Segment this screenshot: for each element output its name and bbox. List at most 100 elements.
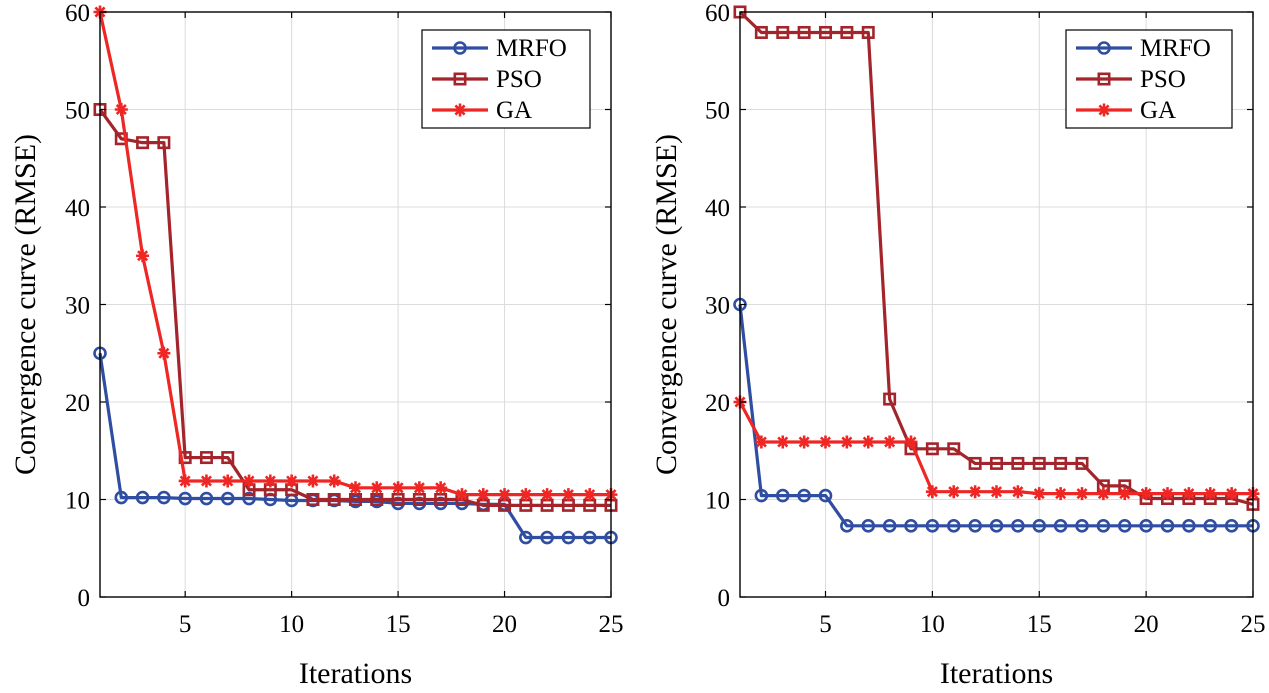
panel-2-ytick-label-60: 60 [705, 0, 730, 27]
panel-2-point-mrfo-22 [1182, 519, 1196, 533]
panel-2-point-pso-4 [797, 25, 811, 39]
panel-1-point-pso-6 [199, 451, 213, 465]
panel-2-ytick-label-0: 0 [718, 585, 731, 612]
panel-1-xtick-label-25: 25 [599, 611, 624, 638]
panel-2-point-mrfo-24 [1224, 519, 1239, 533]
panel-2-point-mrfo-4 [797, 488, 811, 503]
panel-2-point-ga-2 [754, 435, 768, 449]
panel-1-point-mrfo-21 [519, 530, 533, 545]
panel-1-legend-entry-ga: GA [432, 97, 532, 124]
panel-1-ytick-label-20: 20 [65, 390, 90, 417]
panel-1-ytick-label-40: 40 [65, 195, 90, 222]
panel-1-line-pso [98, 108, 611, 507]
panel-1-point-ga-13 [349, 481, 362, 495]
panel-2-point-pso-2 [754, 25, 768, 39]
panel-2-point-ga-5 [819, 435, 832, 449]
panel-1-point-ga-2 [114, 103, 128, 116]
panel-2-legend-label-pso: PSO [1140, 66, 1186, 93]
panel-2-point-mrfo-5 [818, 488, 833, 503]
panel-2-point-mrfo-6 [840, 519, 854, 533]
panel-1-point-ga-7 [221, 474, 235, 488]
panel-1-legend-marker-pso [453, 72, 467, 86]
panel-1-point-ga-17 [434, 481, 448, 495]
panel-2-point-ga-6 [840, 435, 854, 449]
panel-1-point-ga-18 [455, 488, 469, 502]
panel-2-series-ga [733, 395, 1260, 501]
panel-2-legend-marker-mrfo [1097, 41, 1111, 55]
panel-2-legend-marker-ga [1097, 103, 1111, 117]
panel-2-point-mrfo-21 [1160, 519, 1175, 533]
panel-1-point-ga-23 [561, 488, 575, 502]
panel-2-point-ga-11 [947, 485, 961, 499]
panel-1-xtick-label-15: 15 [386, 611, 411, 638]
panel-2-point-ga-20 [1139, 487, 1153, 501]
panel-1-point-ga-11 [306, 474, 320, 488]
panel-2-xtick-label-25: 25 [1241, 611, 1266, 638]
panel-1-legend-marker-ga [453, 103, 467, 117]
panel-2-point-mrfo-8 [882, 519, 897, 533]
panel-2-point-mrfo-9 [904, 519, 918, 533]
panel-1-legend-label-mrfo: MRFO [496, 35, 567, 62]
panel-2-point-mrfo-3 [775, 488, 790, 503]
panel-2-point-mrfo-16 [1053, 519, 1068, 533]
panel-2-xtick-label-20: 20 [1134, 611, 1159, 638]
panel-1-legend-label-pso: PSO [496, 66, 542, 93]
panel-2-point-ga-4 [797, 435, 811, 449]
panel-2-legend: MRFO PSO GA [1065, 29, 1233, 129]
panel-2-line-mrfo [738, 304, 1253, 528]
panel-2-point-pso-12 [968, 456, 982, 470]
panel-1-point-ga-9 [263, 474, 277, 488]
panel-1-legend-entry-mrfo: MRFO [432, 35, 567, 62]
panel-1-xtick-label-10: 10 [279, 611, 304, 638]
panel-2-point-pso-11 [947, 442, 961, 456]
panel-2-point-ga-18 [1096, 487, 1110, 501]
panel-1-ytick-label-30: 30 [65, 293, 90, 320]
panel-1-point-mrfo-23 [561, 530, 576, 545]
panel-2-point-ga-10 [925, 485, 939, 499]
panel-1-point-pso-11 [306, 492, 320, 506]
panel-2-series-mrfo [733, 297, 1260, 533]
panel-2-point-mrfo-23 [1203, 519, 1218, 533]
panel-2-legend-label-ga: GA [1140, 97, 1176, 124]
panel-1-point-mrfo-6 [199, 491, 214, 506]
panel-2-point-mrfo-7 [861, 519, 876, 533]
panel-1-point-ga-22 [540, 488, 554, 502]
panel-2-point-pso-13 [989, 456, 1003, 470]
panel-1-point-pso-12 [327, 492, 341, 506]
panel-1-legend-label-ga: GA [496, 97, 532, 124]
panel-1-legend: MRFO PSO GA [421, 29, 591, 129]
panel-2-point-ga-15 [1032, 487, 1046, 501]
panel-2-point-mrfo-15 [1032, 519, 1047, 533]
panel-2-ytick-label-50: 50 [705, 98, 730, 125]
panel-2-point-mrfo-19 [1117, 519, 1132, 533]
panel-2-chart: 5 10 15 20 25 0 10 20 30 40 50 60 Iterations Converge… [650, 0, 1266, 690]
panel-2-point-pso-10 [925, 442, 939, 456]
panel-2-xtick-label-15: 15 [1027, 611, 1052, 638]
panel-2-point-ga-16 [1054, 487, 1068, 501]
panel-2-ytick-label-30: 30 [705, 293, 730, 320]
panel-1-point-mrfo-7 [220, 491, 235, 506]
panel-2-point-pso-16 [1054, 456, 1068, 470]
panel-2-legend-entry-mrfo: MRFO [1076, 35, 1211, 62]
panel-2-point-mrfo-10 [925, 519, 940, 533]
panel-1-point-ga-4 [157, 346, 171, 360]
panel-2-point-ga-19 [1118, 487, 1132, 501]
panel-1-ytick-label-50: 50 [65, 98, 90, 125]
panel-2-legend-entry-ga: GA [1076, 97, 1176, 124]
panel-2-point-mrfo-18 [1096, 519, 1111, 533]
panel-2-ytick-label-10: 10 [705, 488, 730, 515]
panel-1-ytick-label-0: 0 [78, 585, 91, 612]
panel-1-series-ga [93, 5, 618, 502]
panel-1-point-mrfo-24 [582, 530, 597, 545]
panel-2-x-axis-label: Iterations [940, 657, 1053, 688]
panel-2-point-ga-24 [1225, 487, 1239, 501]
panel-1-point-ga-24 [583, 488, 597, 502]
panel-1-point-ga-19 [476, 488, 490, 502]
panel-2-point-pso-15 [1032, 456, 1046, 470]
panel-2-point-ga-3 [776, 435, 790, 449]
panel-2-legend-marker-pso [1097, 72, 1111, 86]
panel-1-xtick-label-20: 20 [492, 611, 517, 638]
panel-1-line-mrfo [98, 353, 611, 540]
panel-2-point-mrfo-2 [754, 488, 769, 503]
